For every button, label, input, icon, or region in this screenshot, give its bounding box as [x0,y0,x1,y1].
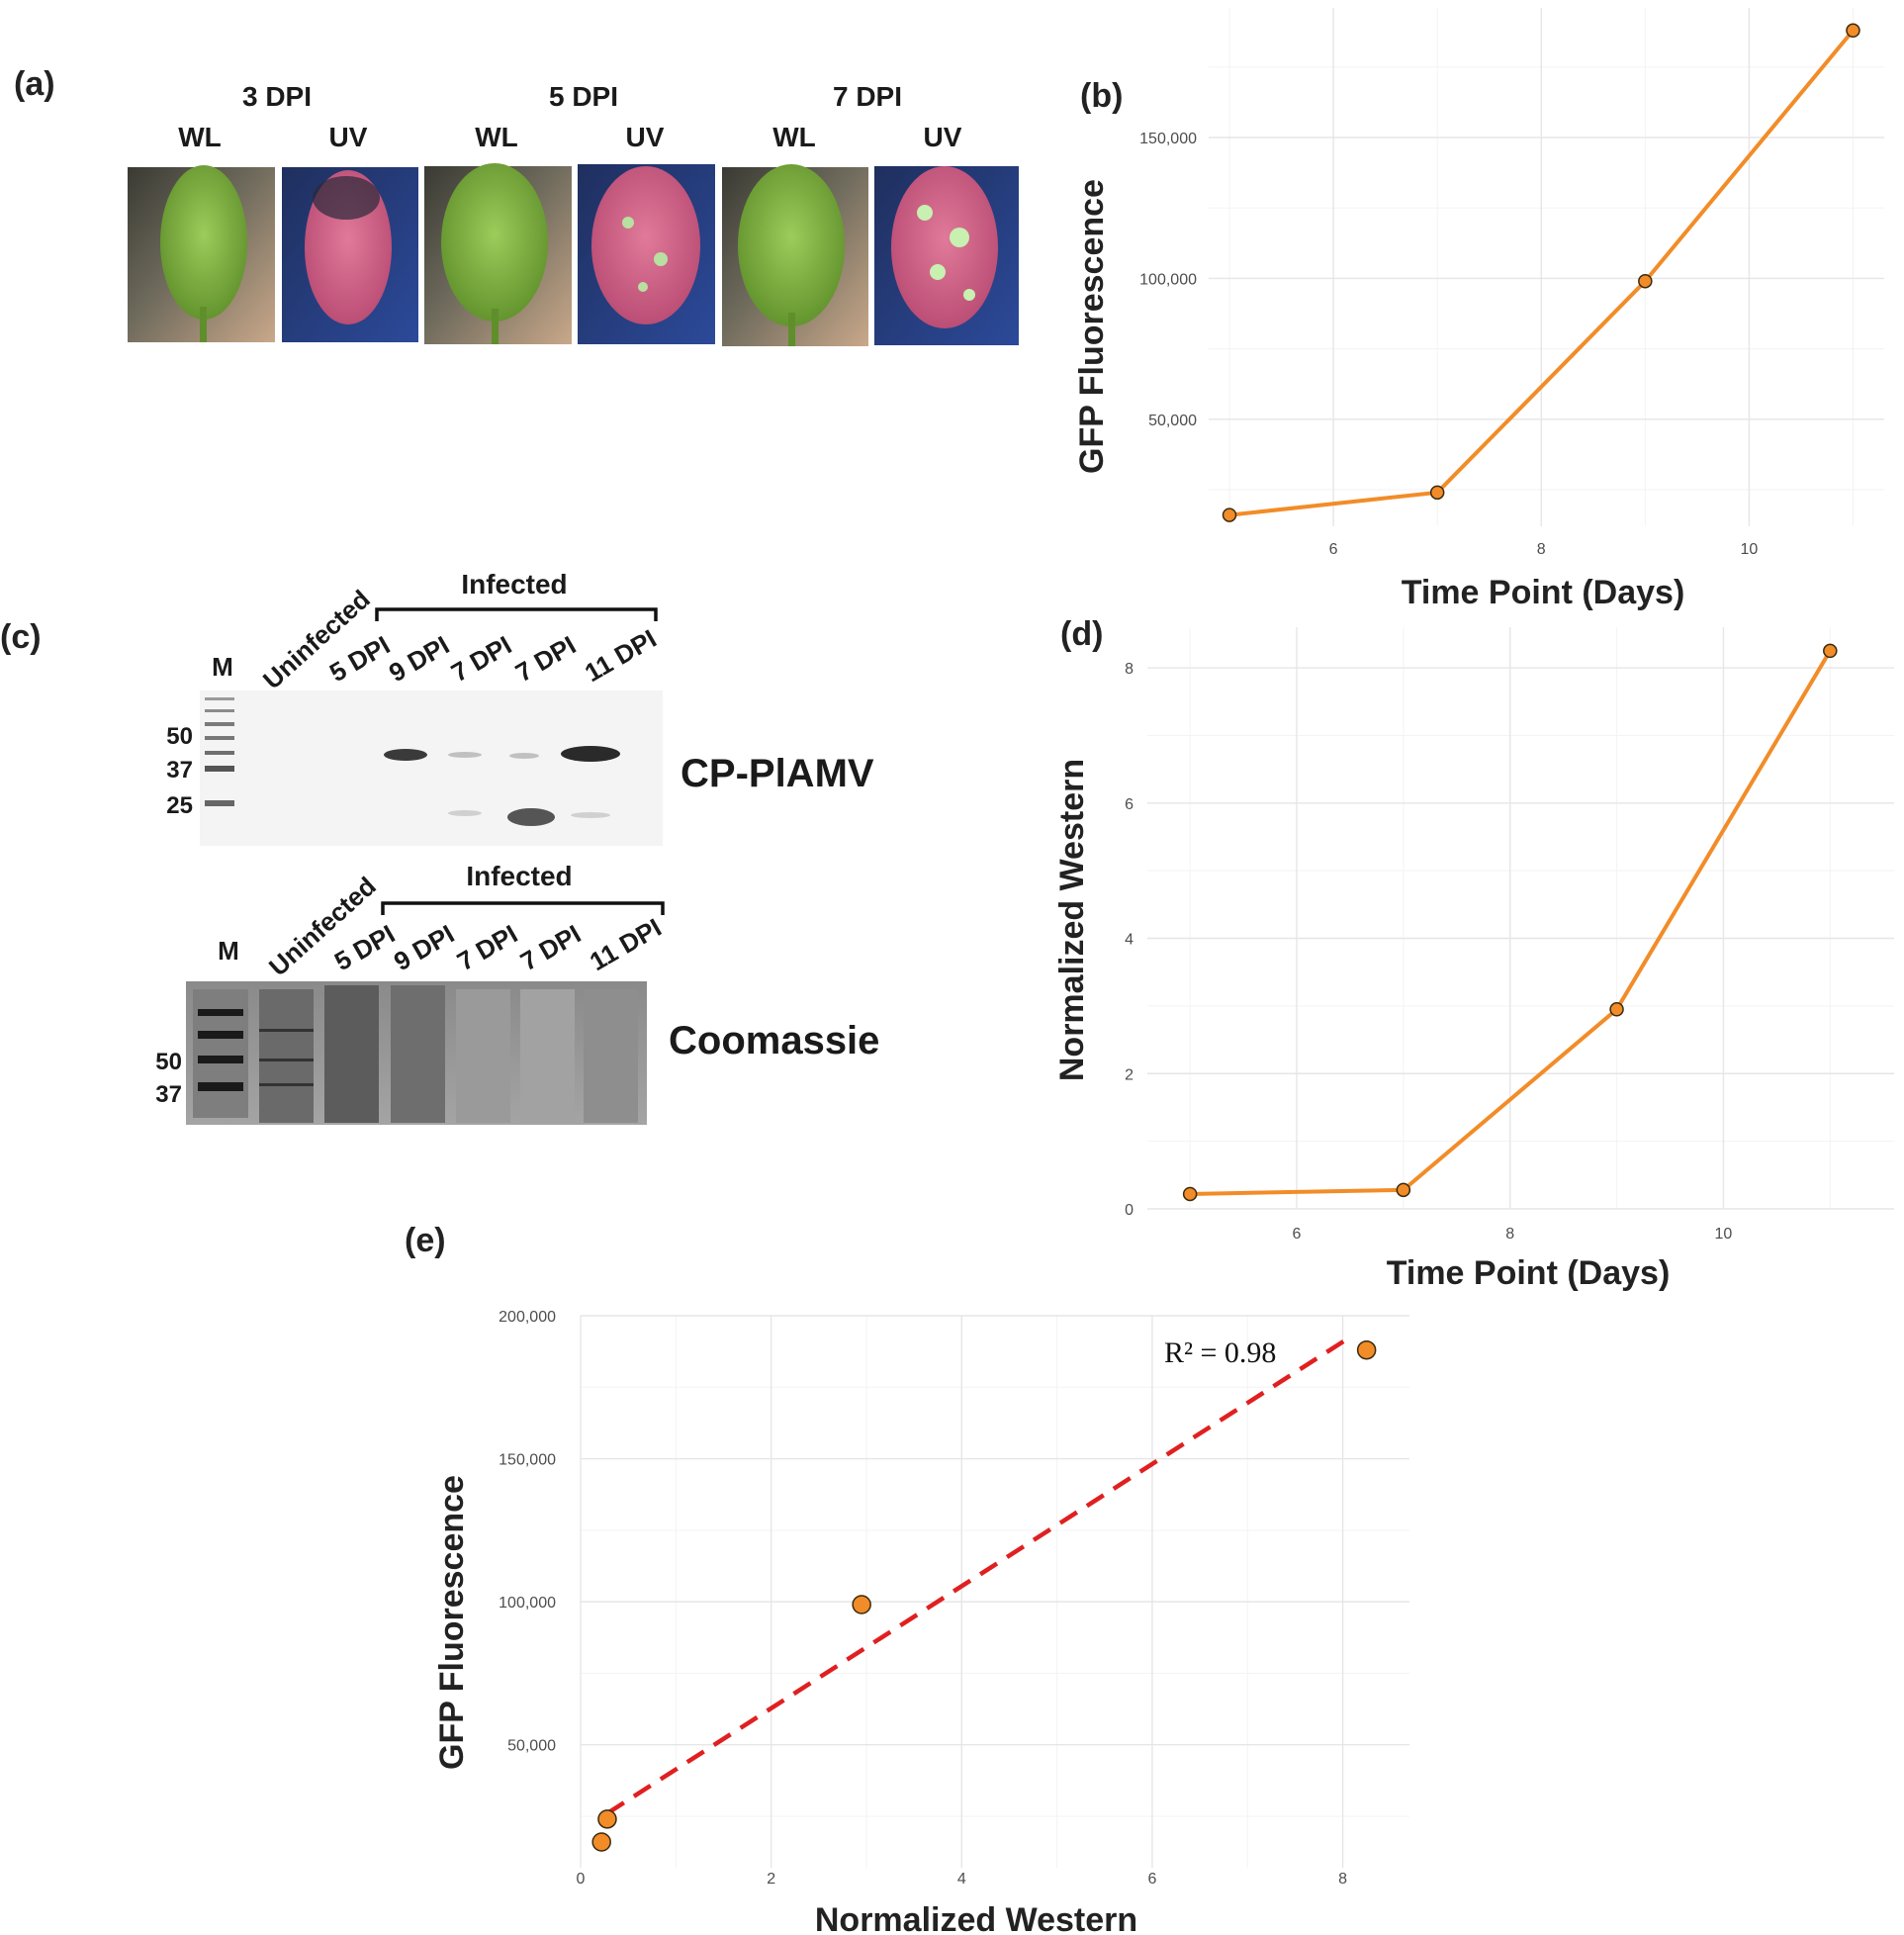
leaf-photo-5dpi-wl [424,163,572,344]
group-3dpi-title: 3 DPI [242,81,312,112]
y-tick-label: 6 [1125,796,1133,813]
y-tick-label: 150,000 [499,1452,556,1469]
group-3dpi-uv: UV [329,122,368,152]
blot1-mw-50: 50 [166,723,193,750]
leaf-photo-5dpi-uv [578,164,715,344]
data-point [1182,1186,1198,1202]
data-point [852,1595,871,1614]
group-7dpi-title: 7 DPI [833,81,902,112]
data-point [1638,273,1653,289]
data-point [597,1809,617,1829]
x-tick-label: 8 [1338,1871,1347,1888]
blot2-lane-3: 9 DPI [389,919,459,976]
blot2-infected-bracket [381,901,665,915]
panel-a: (a) 3 DPI WL UV 5 DPI WL UV 7 DPI WL UV [14,65,1019,346]
blot2-mw-37: 37 [155,1081,182,1108]
data-point [1609,1002,1624,1017]
leaf-photo-3dpi-wl [128,165,275,342]
leaf-photo-7dpi-wl [722,164,868,346]
y-tick-label: 100,000 [499,1595,556,1612]
blot1-lane-1: Uninfected [257,584,376,694]
x-tick-label: 2 [767,1871,775,1888]
western-blot-image [200,691,663,846]
data-point [591,1832,611,1852]
panel-e: (e) 0 2 4 6 8 50,000 100,000 150,000 200,000 Norm… [405,1222,1409,1935]
panel-a-label: (a) [14,65,55,103]
x-axis-title: Time Point (Days) [1402,574,1685,611]
blot1-lane-3: 9 DPI [384,630,454,688]
regression-line [605,1334,1354,1815]
y-tick-label: 0 [1125,1202,1133,1219]
panel-c-label: (c) [0,618,42,656]
blot2-lane-5: 7 DPI [515,919,586,976]
x-tick-label: 10 [1715,1226,1733,1243]
panel-c: (c) Infected M Uninfected 5 DPI 9 DPI 7 … [0,569,879,1125]
data-point [1396,1182,1411,1198]
group-7dpi-wl: WL [772,122,816,152]
y-tick-label: 200,000 [499,1309,556,1326]
chart-b: 6 8 10 50,000 100,000 150,000 Time Point (Days… [1073,8,1884,611]
x-tick-label: 0 [577,1871,586,1888]
y-axis-title: GFP Fluorescence [433,1475,471,1770]
blot1-name: CP-PlAMV [680,752,874,795]
leaf-photo-7dpi-uv [874,166,1019,345]
y-tick-label: 2 [1125,1066,1133,1083]
series-line [1190,649,1833,1196]
group-5dpi-uv: UV [626,122,665,152]
y-tick-label: 4 [1125,932,1133,949]
blot1-mw-37: 37 [166,757,193,783]
x-axis-title: Time Point (Days) [1387,1254,1671,1292]
r-squared-annotation: R² = 0.98 [1164,1336,1276,1369]
panel-b: (b) 6 8 10 50,000 100,000 150,000 Time Point (… [1073,8,1884,611]
y-tick-label: 100,000 [1139,271,1197,288]
x-tick-label: 6 [1147,1871,1156,1888]
x-tick-label: 6 [1329,541,1338,558]
blot2-infected-label: Infected [466,861,572,891]
chart-d: 6 8 10 0 2 4 6 8 Time Point (Days) Normalized Wes… [1053,627,1894,1292]
panel-e-label: (e) [405,1222,446,1259]
data-point [1222,507,1237,522]
blot1-lane-4: 7 DPI [446,630,516,688]
y-axis-title: GFP Fluorescence [1073,179,1111,474]
chart-e: 0 2 4 6 8 50,000 100,000 150,000 200,000 Normaliz… [433,1309,1409,1935]
x-tick-label: 6 [1293,1226,1302,1243]
x-tick-label: 8 [1537,541,1546,558]
group-7dpi-uv: UV [924,122,962,152]
group-5dpi-title: 5 DPI [549,81,618,112]
blot1-lane-6: 11 DPI [580,623,662,688]
y-tick-label: 50,000 [1148,413,1197,429]
data-point [1429,485,1445,501]
y-tick-label: 150,000 [1139,131,1197,147]
x-tick-label: 10 [1741,541,1759,558]
blot1-infected-bracket [375,607,658,621]
blot2-mw-50: 50 [155,1049,182,1075]
blot2-lane-4: 7 DPI [452,919,522,976]
panel-b-label: (b) [1080,77,1123,115]
x-tick-label: 4 [957,1871,966,1888]
group-5dpi-wl: WL [475,122,518,152]
blot2-marker-label: M [218,936,239,966]
blot1-mw-25: 25 [166,792,193,819]
panel-d: (d) 6 8 10 0 2 4 6 8 Time Point (Days) Normalized… [1053,615,1894,1292]
coomassie-gel-image [186,981,647,1125]
data-point [1823,643,1838,659]
blot1-marker-label: M [212,652,233,682]
y-axis-title: Normalized Western [1053,759,1091,1081]
leaf-photo-3dpi-uv [282,167,418,342]
x-tick-label: 8 [1505,1226,1514,1243]
data-point [1356,1339,1377,1360]
blot2-lane-6: 11 DPI [585,912,667,976]
y-tick-label: 50,000 [507,1738,556,1755]
x-axis-title: Normalized Western [815,1901,1137,1935]
group-3dpi-wl: WL [178,122,222,152]
y-tick-label: 8 [1125,661,1133,678]
panel-d-label: (d) [1060,615,1103,653]
blot1-lane-5: 7 DPI [510,630,581,688]
blot2-name: Coomassie [669,1019,879,1062]
data-point [1846,23,1860,39]
series-line [1228,29,1856,517]
blot1-infected-label: Infected [461,569,567,599]
